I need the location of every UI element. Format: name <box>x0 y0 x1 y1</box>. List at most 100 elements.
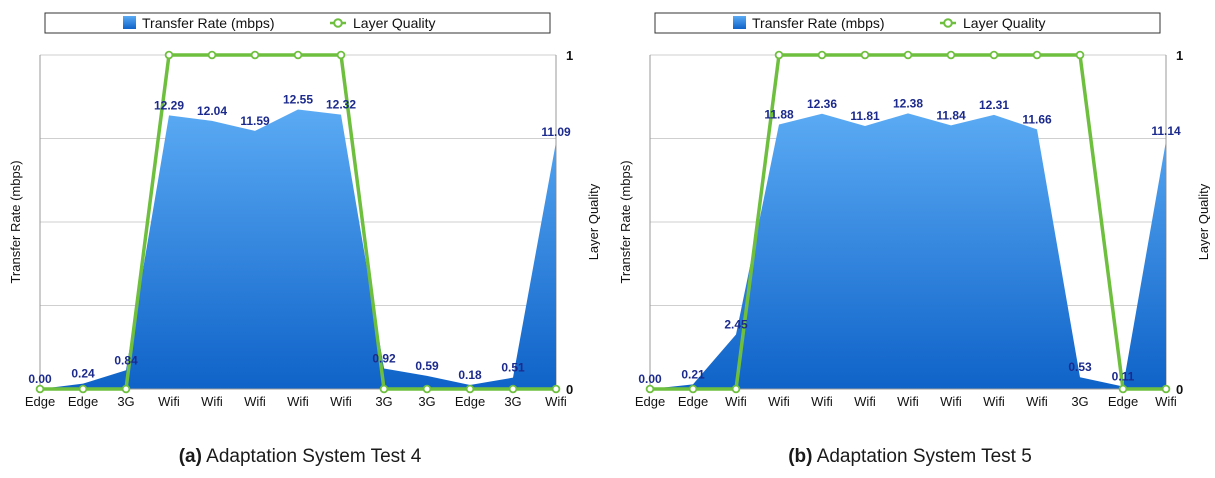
x-tick-label: Wifi <box>1155 394 1177 409</box>
caption-a-text: Adaptation System Test 4 <box>206 446 422 467</box>
x-tick-label: Edge <box>678 394 708 409</box>
data-label: 11.88 <box>764 107 794 121</box>
x-tick-label: Wifi <box>811 394 833 409</box>
legend-swatch-area <box>123 16 136 29</box>
layer-quality-point <box>645 384 655 394</box>
layer-quality-point <box>1032 50 1042 60</box>
layer-quality-point <box>164 50 174 60</box>
layer-quality-point <box>989 50 999 60</box>
legend-box <box>654 12 1161 34</box>
data-label: 0.11 <box>1112 370 1135 384</box>
data-label: 11.66 <box>1022 112 1052 126</box>
y-axis-title: Transfer Rate (mbps) <box>618 160 633 283</box>
x-tick-label: Wifi <box>940 394 962 409</box>
x-tick-label: 3G <box>1071 394 1088 409</box>
layer-quality-point <box>293 50 303 60</box>
x-tick-label: Wifi <box>854 394 876 409</box>
data-label: 0.53 <box>1068 360 1092 374</box>
layer-quality-point <box>551 384 561 394</box>
layer-quality-point <box>78 384 88 394</box>
layer-quality-point <box>379 384 389 394</box>
caption-b: (b) Adaptation System Test 5 <box>610 446 1210 468</box>
x-tick-label: Edge <box>25 394 55 409</box>
data-label: 12.32 <box>326 98 356 112</box>
data-label: 0.21 <box>681 367 705 381</box>
y2-axis-title: Layer Quality <box>586 183 600 260</box>
data-label: 12.38 <box>893 96 923 110</box>
layer-quality-point <box>946 50 956 60</box>
data-label: 0.18 <box>458 368 482 382</box>
data-label: 0.51 <box>501 361 525 375</box>
data-label: 12.55 <box>283 93 313 107</box>
data-label: 2.45 <box>724 317 748 331</box>
legend-swatch-marker <box>943 18 953 28</box>
data-label: 0.92 <box>372 352 396 366</box>
layer-quality-point <box>35 384 45 394</box>
layer-quality-point <box>1161 384 1171 394</box>
x-tick-label: Wifi <box>201 394 223 409</box>
chart-a: 0.00 0.24 0.84 12.29 12.04 11.59 12.55 12.32 0.9… <box>8 12 600 409</box>
transfer-rate-area <box>650 113 1166 389</box>
x-tick-label: Wifi <box>983 394 1005 409</box>
legend-box <box>44 12 551 34</box>
legend-swatch-marker <box>333 18 343 28</box>
x-tick-label: Wifi <box>1026 394 1048 409</box>
data-label: 12.29 <box>154 98 184 112</box>
y2-tick-label: 1 <box>566 48 573 63</box>
x-tick-label: Wifi <box>897 394 919 409</box>
x-tick-label: Wifi <box>287 394 309 409</box>
data-label: 11.14 <box>1151 124 1181 138</box>
legend-label-transfer-rate: Transfer Rate (mbps) <box>752 15 885 31</box>
y2-axis-title: Layer Quality <box>1196 183 1210 260</box>
x-tick-label: 3G <box>418 394 435 409</box>
x-tick-label: Edge <box>635 394 665 409</box>
layer-quality-point <box>250 50 260 60</box>
caption-b-text: Adaptation System Test 5 <box>816 446 1032 467</box>
y2-tick-label: 0 <box>1176 382 1183 397</box>
layer-quality-point <box>465 384 475 394</box>
x-tick-label: Wifi <box>725 394 747 409</box>
caption-a-tag: (a) <box>178 446 202 467</box>
layer-quality-point <box>422 384 432 394</box>
x-tick-label: Wifi <box>244 394 266 409</box>
chart-panel-a: 0.00 0.24 0.84 12.29 12.04 11.59 12.55 12.32 0.9… <box>0 0 600 478</box>
chart-b: 0.00 0.21 2.45 11.88 12.36 11.81 12.38 11.84 12.… <box>618 12 1210 409</box>
x-tick-label: 3G <box>375 394 392 409</box>
y-axis-title: Transfer Rate (mbps) <box>8 160 23 283</box>
layer-quality-point <box>688 384 698 394</box>
layer-quality-point <box>121 384 131 394</box>
x-tick-label: Edge <box>455 394 485 409</box>
layer-quality-point <box>508 384 518 394</box>
data-label: 0.59 <box>415 359 439 373</box>
data-label: 0.84 <box>114 353 138 367</box>
transfer-rate-area <box>40 109 556 389</box>
data-label: 11.09 <box>541 125 571 139</box>
y2-tick-label: 0 <box>566 382 573 397</box>
legend-label-transfer-rate: Transfer Rate (mbps) <box>142 15 275 31</box>
x-tick-label: Wifi <box>545 394 567 409</box>
layer-quality-point <box>817 50 827 60</box>
layer-quality-point <box>1118 384 1128 394</box>
data-label: 11.81 <box>850 109 880 123</box>
caption-b-tag: (b) <box>788 446 813 467</box>
data-label: 12.04 <box>197 104 227 118</box>
layer-quality-point <box>903 50 913 60</box>
x-tick-label: Wifi <box>330 394 352 409</box>
legend-label-layer-quality: Layer Quality <box>963 15 1045 31</box>
x-tick-label: Wifi <box>768 394 790 409</box>
data-label: 0.00 <box>28 372 52 386</box>
chart-panel-b: 0.00 0.21 2.45 11.88 12.36 11.81 12.38 11.84 12.… <box>610 0 1210 478</box>
x-tick-label: Edge <box>68 394 98 409</box>
x-tick-label: Wifi <box>158 394 180 409</box>
data-label: 12.36 <box>807 97 837 111</box>
layer-quality-point <box>336 50 346 60</box>
legend-swatch-area <box>733 16 746 29</box>
data-label: 12.31 <box>979 98 1009 112</box>
layer-quality-point <box>207 50 217 60</box>
x-tick-label: Edge <box>1108 394 1138 409</box>
x-tick-label: 3G <box>117 394 134 409</box>
data-label: 11.59 <box>240 114 270 128</box>
data-label: 0.00 <box>638 372 662 386</box>
y2-tick-label: 1 <box>1176 48 1183 63</box>
layer-quality-point <box>860 50 870 60</box>
